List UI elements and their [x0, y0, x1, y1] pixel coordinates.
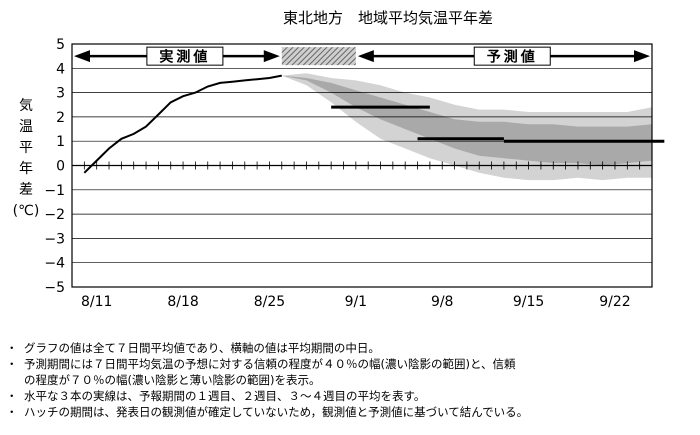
y-axis-label-char: 差	[19, 182, 33, 198]
note-3: 水平な３本の実線は、予報期間の１週目、２週目、３～４週目の平均を表す。	[6, 388, 696, 404]
note-2-continued: の程度が７０％の幅(濃い陰影と薄い陰影の範囲)を表示。	[24, 373, 321, 387]
forecast-period-label-box	[473, 46, 551, 66]
y-tick-label: −2	[44, 207, 65, 223]
forecast-period-label: 予測値	[487, 49, 538, 66]
x-tick-label: 9/22	[599, 294, 630, 310]
forecast-arrow-head-right	[634, 50, 650, 63]
chart-notes: グラフの値は全て７日間平均値であり、横軸の値は平均期間の中日。 予測期間には７日…	[6, 340, 696, 420]
plot-frame	[71, 43, 653, 288]
x-tick-label: 8/11	[81, 294, 112, 310]
observed-line	[83, 74, 282, 174]
x-tick-label: 8/18	[167, 294, 198, 310]
x-tick-label: 8/25	[254, 294, 285, 310]
y-tick-label: 5	[56, 37, 65, 53]
note-4: ハッチの期間は、発表日の観測値が確定していないため，観測値と予測値に基づいて結ん…	[6, 404, 696, 420]
observed-arrow-head-right	[263, 50, 280, 63]
y-tick-label: 3	[56, 86, 65, 102]
x-tick-label: 9/15	[513, 294, 544, 310]
y-axis-label-char: 年	[19, 161, 33, 177]
observed-period-label: 実測値	[159, 49, 210, 66]
observed-period-label-box	[146, 46, 224, 66]
chart-title: 東北地方 地域平均気温平年差	[283, 9, 493, 27]
y-tick-label: 0	[56, 159, 65, 175]
y-tick-label: −5	[44, 280, 65, 296]
y-tick-label: 2	[56, 110, 65, 126]
y-tick-label: −4	[44, 256, 65, 272]
confidence-band-40	[281, 75, 652, 166]
y-tick-label: 4	[56, 61, 65, 77]
x-tick-label: 9/8	[431, 294, 454, 310]
x-tick-label: 9/1	[345, 294, 368, 310]
y-tick-label: −3	[44, 231, 65, 247]
y-axis-label-char: 気	[19, 98, 33, 114]
y-axis-label-char: (℃)	[13, 203, 40, 219]
temperature-anomaly-chart: 東北地方 地域平均気温平年差 気温平年差 (℃) 5 4 3 2 1 0 −1 −2 −3 −4 −5…	[13, 9, 665, 310]
y-tick-label: −1	[44, 183, 65, 199]
note-2: 予測期間には７日間平均気温の予想に対する信頼の程度が４０％の幅(濃い陰影の範囲)…	[6, 356, 696, 372]
observed-arrow-head-left	[74, 50, 90, 63]
forecast-arrow-head-left	[357, 50, 374, 63]
hatch-period-box	[281, 47, 356, 66]
y-axis-label: 気温平年差 (℃)	[13, 98, 40, 219]
y-axis-label-char: 温	[19, 119, 33, 135]
note-1: グラフの値は全て７日間平均値であり、横軸の値は平均期間の中日。	[6, 340, 696, 356]
y-tick-label: 1	[56, 134, 65, 150]
y-axis-label-char: 平	[19, 140, 33, 156]
